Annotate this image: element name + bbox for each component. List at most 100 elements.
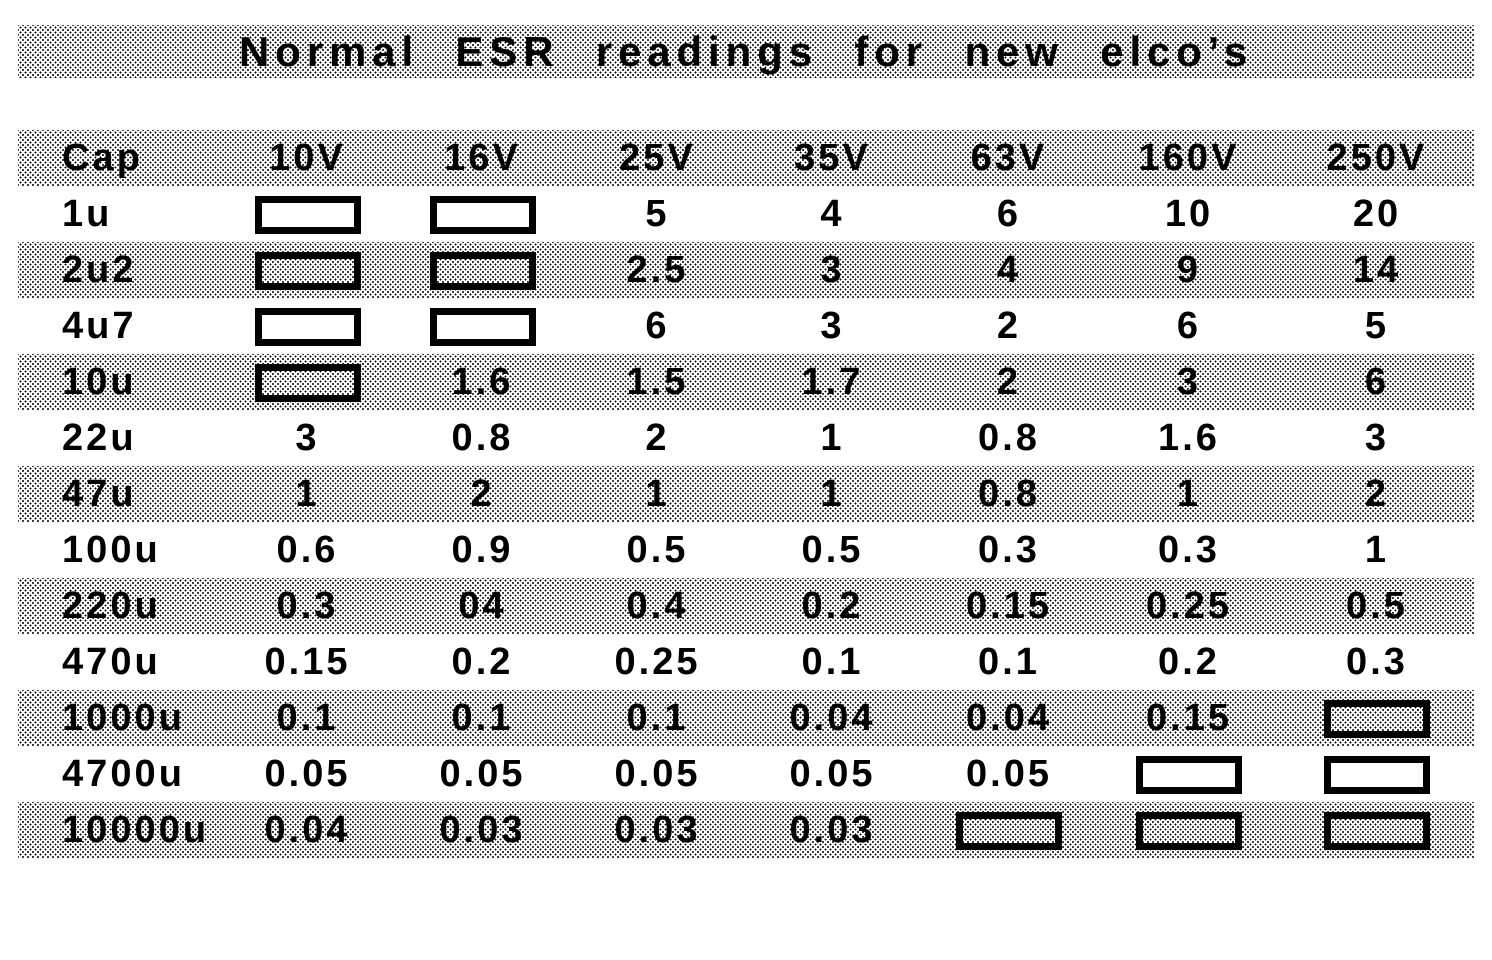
value-cell: 0.04 — [789, 697, 876, 739]
value-cell: 14 — [1352, 249, 1402, 291]
value-cell: 4 — [820, 193, 845, 235]
value-cell: 0.1 — [276, 697, 339, 739]
value-cell: 1.5 — [626, 361, 689, 403]
value-cell: 10 — [1164, 193, 1214, 235]
value-cell: 0.9 — [451, 529, 514, 571]
value-cell: 0.1 — [626, 697, 689, 739]
value-cell: 1.6 — [1158, 417, 1220, 459]
row-label: 2u2 — [62, 249, 137, 291]
column-header: 63V — [970, 137, 1048, 179]
table-row: 1u 5 4 6 10 20 — [18, 186, 1474, 242]
value-cell — [920, 810, 1098, 850]
empty-reading-box — [1324, 811, 1430, 850]
value-cell: 0.5 — [1346, 585, 1408, 627]
value-cell: 0.03 — [789, 809, 876, 851]
value-cell: 0.15 — [965, 585, 1053, 627]
value-cell: 0.3 — [978, 529, 1040, 571]
value-cell: 0.5 — [801, 529, 864, 571]
value-cell — [395, 250, 570, 290]
value-cell: 0.8 — [451, 417, 514, 459]
value-cell: 1.7 — [801, 361, 864, 403]
row-label: 10000u — [62, 809, 210, 851]
value-cell: 0.2 — [1158, 641, 1220, 683]
value-cell: 3 — [820, 249, 845, 291]
value-cell: 0.05 — [614, 753, 701, 795]
empty-reading-box — [254, 363, 361, 402]
value-cell: 3 — [1364, 417, 1390, 459]
empty-reading-box — [956, 811, 1062, 850]
empty-reading-box — [254, 251, 361, 290]
value-cell: 1 — [295, 473, 320, 515]
empty-reading-box — [429, 195, 536, 234]
value-cell — [1098, 754, 1280, 794]
table-row: 47u 1 2 1 1 0.8 1 2 — [18, 466, 1474, 522]
column-header-cap: Cap — [62, 137, 143, 179]
esr-table: Cap 10V 16V 25V 35V 63V 160V 250V 1u 5 4 6 10 20 2u2 2.… — [18, 130, 1474, 858]
value-cell: 6 — [645, 305, 670, 347]
table-row: 22u 3 0.8 2 1 0.8 1.6 3 — [18, 410, 1474, 466]
empty-reading-box — [1136, 755, 1242, 794]
value-cell: 1.6 — [451, 361, 514, 403]
value-cell: 0.04 — [264, 809, 351, 851]
value-cell: 0.4 — [626, 585, 689, 627]
value-cell: 2 — [645, 417, 670, 459]
row-label: 10u — [62, 361, 137, 403]
value-cell: 9 — [1176, 249, 1202, 291]
value-cell: 1 — [1176, 473, 1202, 515]
value-cell: 0.03 — [439, 809, 526, 851]
table-row: 10u 1.6 1.5 1.7 2 3 6 — [18, 354, 1474, 410]
table-row: 4700u 0.05 0.05 0.05 0.05 0.05 — [18, 746, 1474, 802]
column-header: 16V — [444, 137, 521, 179]
empty-reading-box — [1324, 755, 1430, 794]
empty-reading-box — [1136, 811, 1242, 850]
value-cell: 2.5 — [626, 249, 689, 291]
value-cell — [395, 306, 570, 346]
value-cell: 20 — [1352, 193, 1402, 235]
table-row: 1000u 0.1 0.1 0.1 0.04 0.04 0.15 — [18, 690, 1474, 746]
value-cell: 0.1 — [801, 641, 864, 683]
table-row: 2u2 2.5 3 4 9 14 — [18, 242, 1474, 298]
row-label: 1u — [62, 193, 113, 235]
value-cell: 0.6 — [276, 529, 339, 571]
value-cell: 3 — [820, 305, 845, 347]
row-label: 220u — [62, 585, 161, 627]
table-row: 220u 0.3 04 0.4 0.2 0.15 0.25 0.5 — [18, 578, 1474, 634]
value-cell: 1 — [820, 473, 845, 515]
value-cell — [1098, 810, 1280, 850]
row-label: 1000u — [62, 697, 185, 739]
value-cell: 2 — [996, 305, 1022, 347]
value-cell — [220, 306, 395, 346]
value-cell: 0.05 — [965, 753, 1053, 795]
empty-reading-box — [1324, 699, 1430, 738]
value-cell — [395, 194, 570, 234]
value-cell: 2 — [996, 361, 1022, 403]
column-header: 35V — [794, 137, 871, 179]
value-cell: 0.03 — [614, 809, 701, 851]
value-cell: 0.2 — [451, 641, 514, 683]
value-cell: 0.3 — [276, 585, 339, 627]
value-cell: 3 — [1176, 361, 1202, 403]
empty-reading-box — [254, 195, 361, 234]
column-header: 25V — [619, 137, 696, 179]
value-cell: 0.8 — [978, 417, 1040, 459]
row-label: 470u — [62, 641, 161, 683]
page-title: Normal ESR readings for new elco’s — [18, 25, 1474, 78]
value-cell: 1 — [1364, 529, 1390, 571]
value-cell: 1 — [645, 473, 670, 515]
value-cell: 6 — [1176, 305, 1202, 347]
table-row: 100u 0.6 0.9 0.5 0.5 0.3 0.3 1 — [18, 522, 1474, 578]
value-cell: 0.3 — [1158, 529, 1220, 571]
value-cell — [1280, 810, 1474, 850]
row-label: 22u — [62, 417, 137, 459]
value-cell: 0.25 — [1145, 585, 1233, 627]
table-row: 470u 0.15 0.2 0.25 0.1 0.1 0.2 0.3 — [18, 634, 1474, 690]
value-cell: 0.5 — [626, 529, 689, 571]
value-cell: 5 — [1364, 305, 1390, 347]
value-cell: 2 — [1364, 473, 1390, 515]
value-cell: 0.05 — [264, 753, 351, 795]
value-cell: 04 — [458, 585, 507, 627]
row-label: 100u — [62, 529, 161, 571]
value-cell: 0.1 — [978, 641, 1040, 683]
table-row: 4u7 6 3 2 6 5 — [18, 298, 1474, 354]
